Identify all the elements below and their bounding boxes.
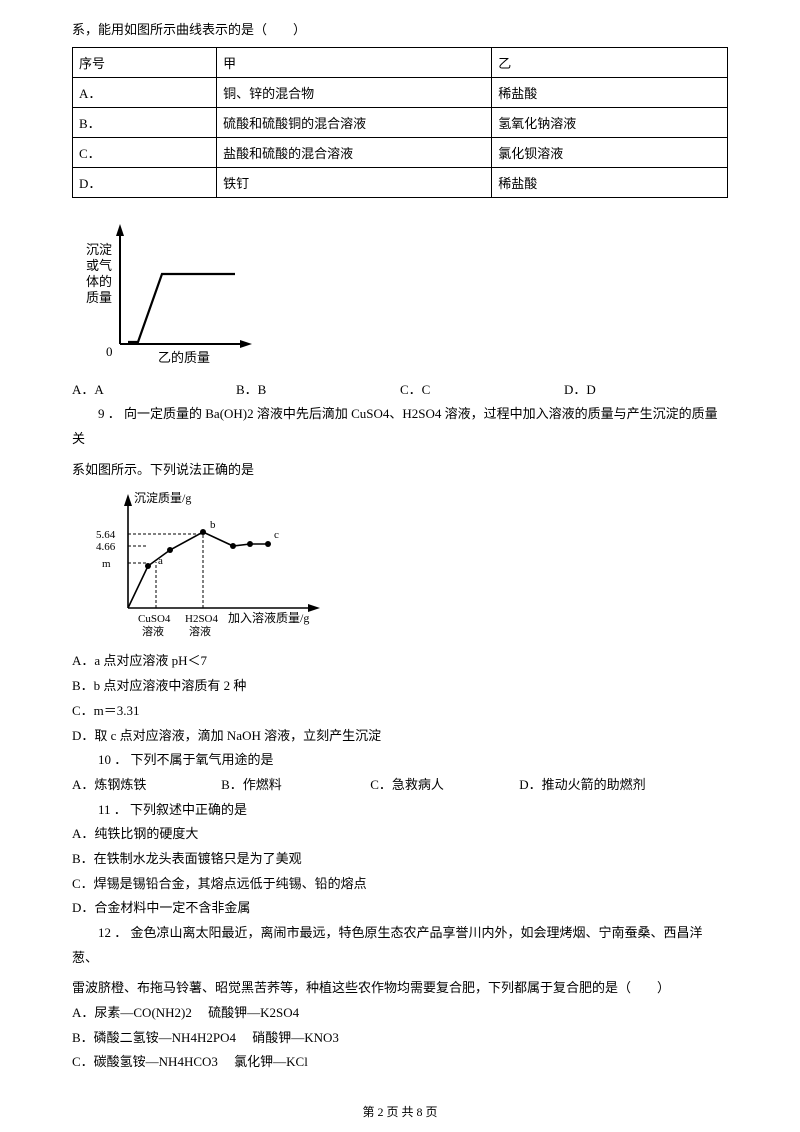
q10-option-b: B．作燃料	[221, 773, 370, 798]
svg-text:或气: 或气	[86, 258, 112, 273]
svg-text:m: m	[102, 558, 111, 570]
svg-text:溶液: 溶液	[189, 624, 211, 638]
table-cell: A．	[73, 77, 217, 107]
table-cell: 氢氧化钠溶液	[492, 107, 728, 137]
question-8-options: A．A B．B C．C D．D	[72, 378, 728, 403]
table-cell: 氯化钡溶液	[492, 137, 728, 167]
svg-text:质量: 质量	[86, 290, 112, 305]
question-8-table: 序号 甲 乙 A． 铜、锌的混合物 稀盐酸 B． 硫酸和硫酸铜的混合溶液 氢氧化…	[72, 47, 728, 198]
table-cell: B．	[73, 107, 217, 137]
option-a: A．A	[72, 378, 236, 403]
table-cell: 硫酸和硫酸铜的混合溶液	[217, 107, 492, 137]
svg-text:b: b	[210, 519, 216, 531]
svg-text:沉淀质量/g: 沉淀质量/g	[134, 491, 191, 505]
svg-text:H2SO4: H2SO4	[185, 613, 219, 625]
chart-2-svg: 5.644.66mabc沉淀质量/gCuSO4溶液H2SO4溶液加入溶液质量/g	[88, 488, 338, 643]
option-c: C．C	[400, 378, 564, 403]
svg-text:0: 0	[106, 344, 113, 359]
table-cell: C．	[73, 137, 217, 167]
svg-text:CuSO4: CuSO4	[138, 613, 171, 625]
chart-2-container: 5.644.66mabc沉淀质量/gCuSO4溶液H2SO4溶液加入溶液质量/g	[88, 488, 728, 647]
q12-option-a: A．尿素—CO(NH2)2 硫酸钾—K2SO4	[72, 1001, 728, 1026]
svg-text:乙的质量: 乙的质量	[158, 350, 210, 365]
question-9-stem-2: 系如图所示。下列说法正确的是	[72, 458, 728, 483]
q11-option-d: D．合金材料中一定不含非金属	[72, 896, 728, 921]
svg-text:加入溶液质量/g: 加入溶液质量/g	[228, 610, 309, 625]
page-footer: 第 2 页 共 8 页	[0, 1103, 800, 1120]
q10-option-a: A．炼钢炼铁	[72, 773, 221, 798]
table-header-cell: 序号	[73, 47, 217, 77]
table-cell: D．	[73, 167, 217, 197]
svg-text:5.64: 5.64	[96, 529, 116, 541]
svg-text:4.66: 4.66	[96, 541, 116, 553]
q9-option-b: B．b 点对应溶液中溶质有 2 种	[72, 674, 728, 699]
table-cell: 盐酸和硫酸的混合溶液	[217, 137, 492, 167]
question-9-stem-1: 9 ． 向一定质量的 Ba(OH)2 溶液中先后滴加 CuSO4、H2SO4 溶…	[72, 402, 728, 451]
svg-text:a: a	[158, 555, 163, 567]
q10-option-c: C．急救病人	[370, 773, 519, 798]
q9-option-a: A．a 点对应溶液 pH＜7	[72, 649, 728, 674]
q11-option-b: B．在铁制水龙头表面镀铬只是为了美观	[72, 847, 728, 872]
table-cell: 铜、锌的混合物	[217, 77, 492, 107]
question-10-options: A．炼钢炼铁 B．作燃料 C．急救病人 D．推动火箭的助燃剂	[72, 773, 728, 798]
question-11-stem: 11 ． 下列叙述中正确的是	[72, 798, 728, 823]
q10-option-d: D．推动火箭的助燃剂	[519, 773, 728, 798]
question-8-intro: 系，能用如图所示曲线表示的是（ ）	[72, 18, 728, 43]
q12-option-b: B．磷酸二氢铵—NH4H2PO4 硝酸钾—KNO3	[72, 1026, 728, 1051]
chart-1-container: 沉淀或气体的质量 0 乙的质量	[80, 214, 728, 378]
option-b: B．B	[236, 378, 400, 403]
question-12-stem-1: 12 ． 金色凉山离太阳最近，离闹市最远，特色原生态农产品享誉川内外，如会理烤烟…	[72, 921, 728, 970]
svg-text:c: c	[274, 529, 279, 541]
table-cell: 稀盐酸	[492, 77, 728, 107]
table-cell: 铁钉	[217, 167, 492, 197]
q9-option-d: D．取 c 点对应溶液，滴加 NaOH 溶液，立刻产生沉淀	[72, 724, 728, 749]
table-header-cell: 甲	[217, 47, 492, 77]
option-d: D．D	[564, 378, 728, 403]
q12-option-c: C．碳酸氢铵—NH4HCO3 氯化钾—KCl	[72, 1050, 728, 1075]
q11-option-c: C．焊锡是锡铅合金，其熔点远低于纯锡、铅的熔点	[72, 872, 728, 897]
question-10-stem: 10 ． 下列不属于氧气用途的是	[72, 748, 728, 773]
svg-text:沉淀: 沉淀	[86, 242, 112, 257]
q9-option-c: C．m＝3.31	[72, 699, 728, 724]
table-header-cell: 乙	[492, 47, 728, 77]
svg-text:溶液: 溶液	[142, 624, 164, 638]
question-12-stem-2: 雷波脐橙、布拖马铃薯、昭觉黑苦荞等，种植这些农作物均需要复合肥，下列都属于复合肥…	[72, 976, 728, 1001]
table-cell: 稀盐酸	[492, 167, 728, 197]
svg-text:体的: 体的	[86, 274, 112, 289]
q11-option-a: A．纯铁比钢的硬度大	[72, 822, 728, 847]
chart-1-svg: 沉淀或气体的质量 0 乙的质量	[80, 214, 260, 374]
